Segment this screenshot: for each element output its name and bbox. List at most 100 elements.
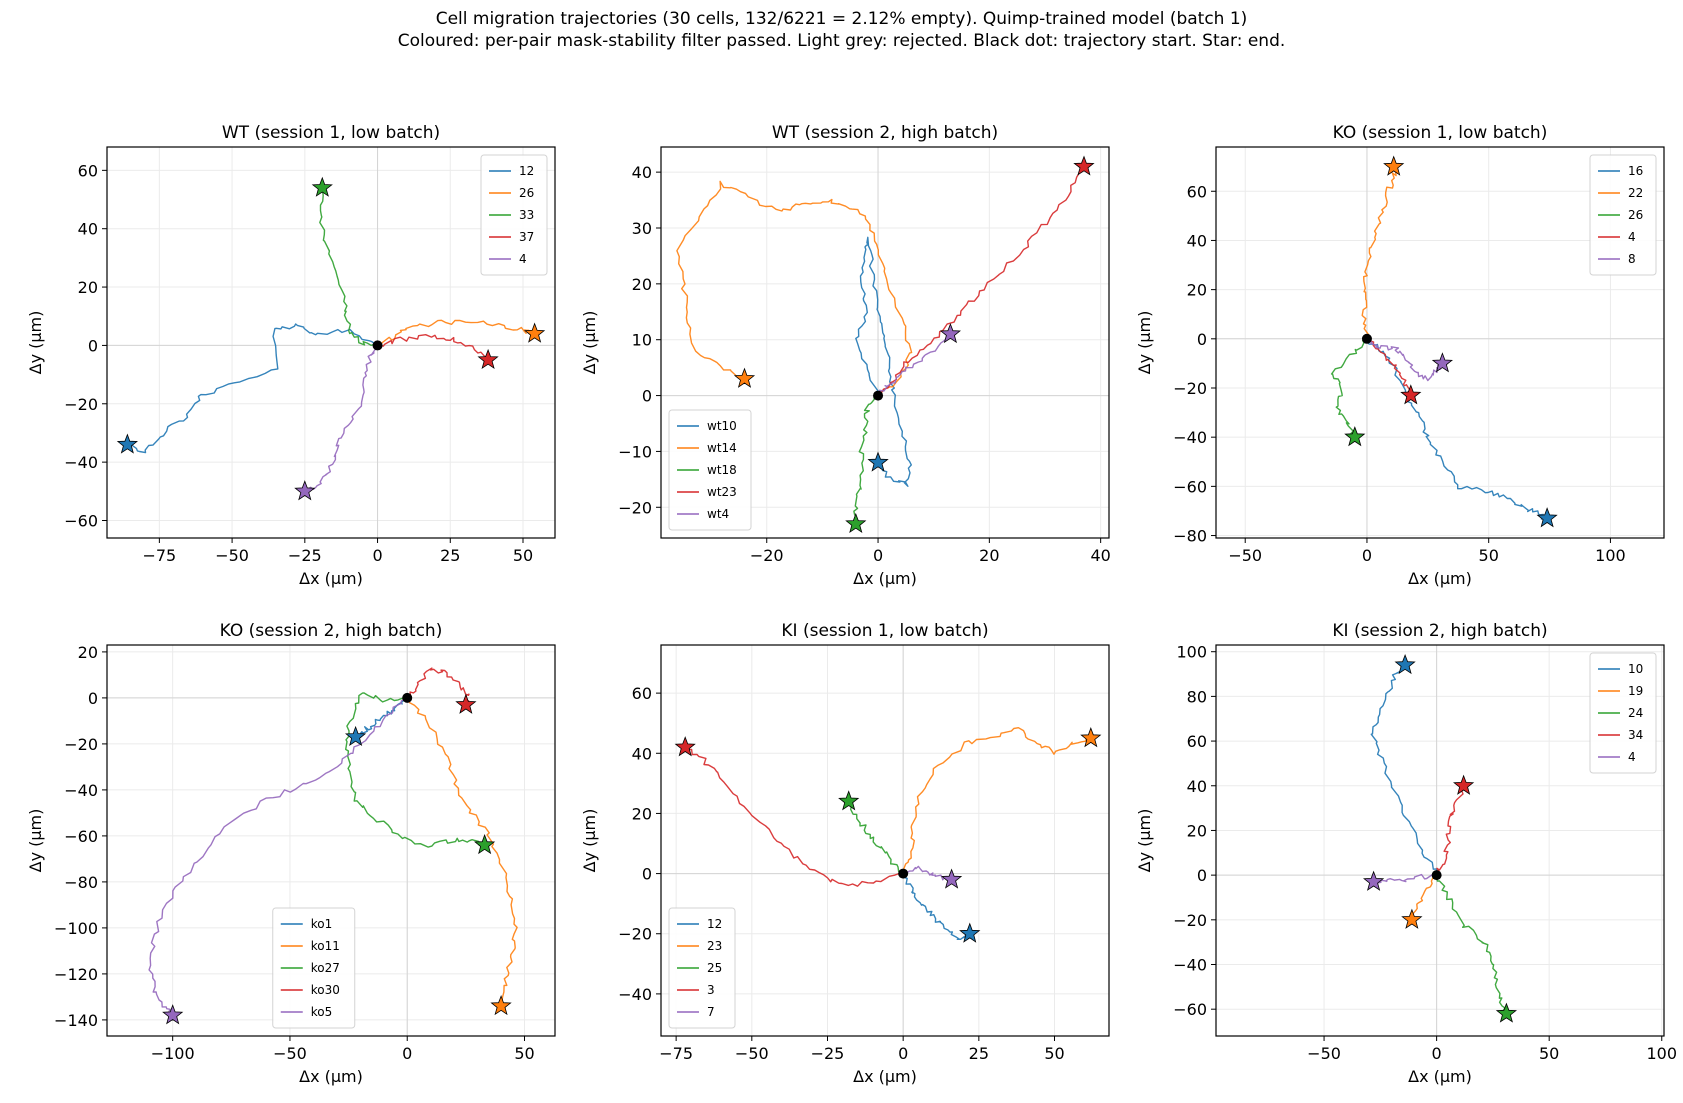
- legend: 12 23 25 3 7: [668, 907, 736, 1029]
- trajectory-26: [1330, 338, 1368, 438]
- end-star-33: [311, 176, 333, 197]
- legend-label-ko5: ko5: [311, 1005, 333, 1019]
- y-tick-label: −20: [64, 735, 98, 754]
- y-tick-label: −120: [54, 965, 98, 984]
- x-tick-label: 0: [898, 1044, 908, 1063]
- trajectory-wt10: [855, 236, 912, 487]
- subplot-2: −20 0 20 40 −20 −10 0 10 20 30 40 WT (session 2, hi…: [580, 123, 1111, 588]
- x-tick-label: −50: [273, 1044, 307, 1063]
- y-tick-label: 20: [1187, 821, 1207, 840]
- trajectory-25: [848, 801, 904, 875]
- end-star-19: [1401, 908, 1423, 929]
- y-tick-label: −20: [1173, 911, 1207, 930]
- legend-box: [668, 907, 736, 1029]
- legend-label-8: 8: [1628, 252, 1636, 266]
- x-axis-label: Δx (μm): [1408, 569, 1472, 588]
- subplot-3: −50 0 50 100 −80 −60 −40 −20 0 20 40 60 KO (session …: [1135, 123, 1665, 588]
- trajectory-4: [304, 345, 379, 492]
- x-tick-label: 20: [979, 546, 999, 565]
- y-tick-label: 20: [1187, 281, 1207, 300]
- x-axis-label: Δx (μm): [299, 1067, 363, 1086]
- x-tick-label: −75: [142, 546, 176, 565]
- legend-label-12: 12: [707, 917, 722, 931]
- legend-label-4: 4: [1628, 750, 1636, 764]
- axes-frame: [1215, 644, 1665, 1037]
- end-star-wt18: [845, 512, 867, 534]
- y-tick-label: 0: [1197, 866, 1207, 885]
- legend-label-25: 25: [707, 961, 722, 975]
- y-tick-label: −80: [64, 873, 98, 892]
- legend-label-10: 10: [1628, 662, 1643, 676]
- trajectory-wt23: [877, 166, 1085, 397]
- end-star-10: [1394, 653, 1416, 675]
- legend-label-ko1: ko1: [311, 917, 333, 931]
- end-star-26: [524, 322, 546, 343]
- x-axis-label: Δx (μm): [853, 1067, 917, 1086]
- legend: ko1 ko11 ko27 ko30 ko5: [272, 907, 356, 1029]
- y-axis-label: Δy (μm): [1135, 311, 1154, 375]
- end-star-4: [1400, 384, 1422, 405]
- end-star-16: [1536, 507, 1558, 528]
- x-tick-label: 50: [514, 1044, 534, 1063]
- legend-label-19: 19: [1628, 684, 1643, 698]
- y-tick-label: 40: [1187, 777, 1207, 796]
- y-tick-label: −20: [618, 925, 652, 944]
- y-tick-label: 40: [632, 744, 652, 763]
- legend-label-3: 3: [707, 983, 715, 997]
- x-tick-label: −100: [151, 1044, 195, 1063]
- legend-label-4: 4: [519, 252, 527, 266]
- trajectory-22: [1361, 166, 1397, 340]
- trajectory-24: [1435, 875, 1507, 1015]
- trajectory-4: [1366, 338, 1412, 396]
- legend-label-26: 26: [1628, 208, 1643, 222]
- subplot-title: KI (session 2, high batch): [1332, 621, 1547, 641]
- legend-box: [1589, 154, 1657, 276]
- legend-box: [668, 409, 752, 531]
- y-axis-label: Δy (μm): [1135, 809, 1154, 873]
- trajectory-8: [1366, 338, 1444, 382]
- axes-frame: [1215, 146, 1665, 539]
- y-tick-label: 40: [1187, 231, 1207, 250]
- legend-label-12: 12: [519, 164, 534, 178]
- legend-label-ko30: ko30: [311, 983, 340, 997]
- legend: 12 26 33 37 4: [480, 154, 548, 276]
- start-dot: [1431, 870, 1442, 881]
- x-tick-label: 50: [513, 546, 533, 565]
- y-tick-label: 80: [1187, 687, 1207, 706]
- y-tick-label: 0: [642, 865, 652, 884]
- x-tick-label: 0: [1432, 1044, 1442, 1063]
- end-star-8: [1431, 352, 1453, 373]
- x-axis-label: Δx (μm): [853, 569, 917, 588]
- legend-label-wt14: wt14: [707, 441, 737, 455]
- y-tick-label: 0: [1197, 330, 1207, 349]
- legend-label-33: 33: [519, 208, 534, 222]
- start-dot: [402, 692, 413, 703]
- y-axis-label: Δy (μm): [580, 809, 599, 873]
- y-tick-label: 20: [78, 643, 98, 662]
- y-tick-label: −20: [1173, 379, 1207, 398]
- trajectories: [148, 667, 518, 1016]
- y-tick-label: −80: [1173, 527, 1207, 546]
- y-tick-label: −60: [64, 827, 98, 846]
- start-dot: [372, 340, 383, 351]
- end-star-25: [838, 790, 860, 811]
- subplot-title: KI (session 1, low batch): [781, 621, 988, 641]
- end-star-3: [674, 736, 696, 757]
- start-dot: [1361, 333, 1372, 344]
- suptitle-line-1: Cell migration trajectories (30 cells, 1…: [435, 9, 1248, 29]
- trajectories: [1330, 166, 1548, 520]
- trajectories: [126, 187, 536, 492]
- trajectory-26: [376, 319, 536, 346]
- x-tick-label: 25: [440, 546, 460, 565]
- legend-label-22: 22: [1628, 186, 1643, 200]
- y-tick-label: 60: [1187, 182, 1207, 201]
- end-star-7: [941, 868, 963, 889]
- x-tick-label: 0: [372, 546, 382, 565]
- trajectory-12: [126, 323, 378, 454]
- y-tick-label: 20: [632, 275, 652, 294]
- trajectory-34: [1435, 785, 1465, 876]
- subplot-1: −75 −50 −25 0 25 50 −60 −40 −20 0 20 40 60 WT (sessio…: [26, 123, 556, 588]
- end-star-4: [1363, 870, 1385, 891]
- trajectory-33: [319, 187, 378, 347]
- trajectory-wt4: [877, 333, 951, 396]
